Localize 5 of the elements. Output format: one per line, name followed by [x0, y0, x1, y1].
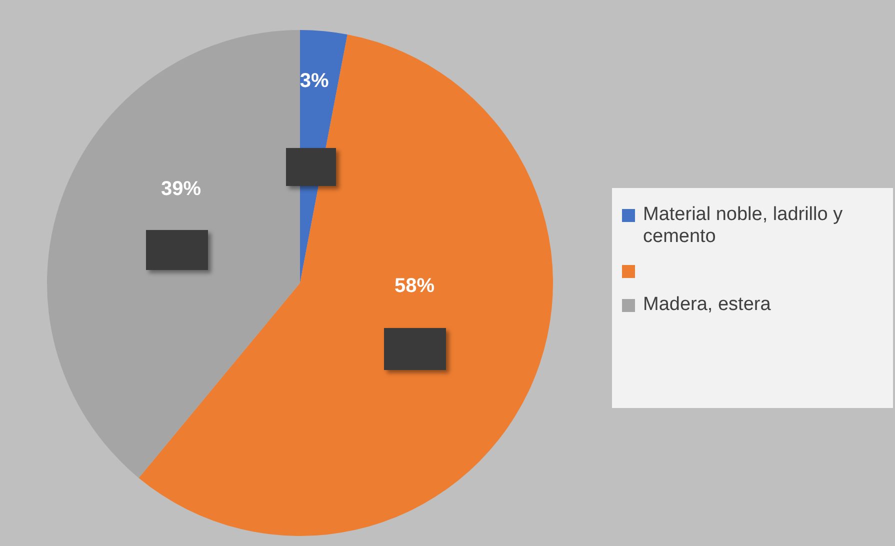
legend-label: Material noble, ladrillo y cemento — [643, 204, 844, 248]
data-label: 3% — [300, 70, 329, 92]
data-label: 58% — [394, 274, 435, 297]
data-label: 39% — [160, 178, 202, 200]
legend-label: Madera, estera — [643, 294, 771, 316]
